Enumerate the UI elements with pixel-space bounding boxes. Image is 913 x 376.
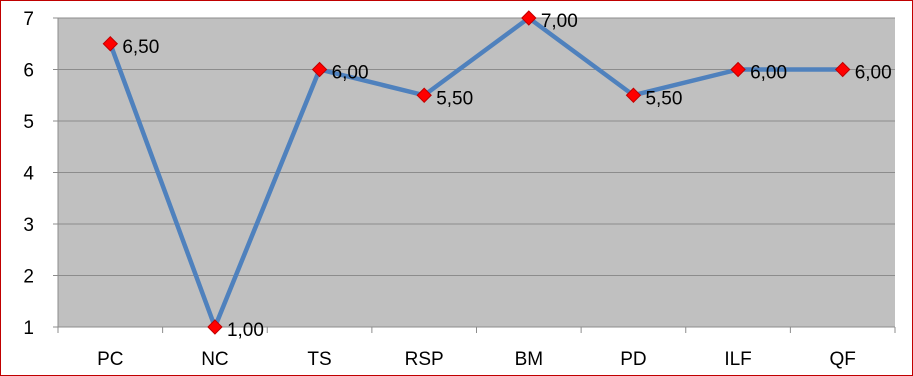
- data-point-marker: [102, 36, 119, 52]
- x-tick-label: PD: [620, 349, 646, 370]
- data-point-marker: [521, 10, 537, 26]
- data-point-marker: [416, 87, 432, 103]
- data-label: 5,50: [645, 88, 682, 109]
- y-tick-label: 6: [23, 61, 34, 82]
- x-tick-label: NC: [201, 349, 228, 370]
- y-tick-label: 5: [23, 112, 34, 133]
- data-label: 7,00: [541, 11, 578, 32]
- data-label: 6,00: [750, 63, 787, 84]
- x-tick-label: ILF: [724, 349, 751, 370]
- x-tick-label: BM: [515, 349, 544, 370]
- x-tick-label: QF: [829, 349, 855, 370]
- series-line: [108, 15, 845, 330]
- y-tick-label: 2: [23, 267, 34, 288]
- data-point-marker: [207, 319, 223, 335]
- data-point-marker: [730, 61, 746, 78]
- data-label: 5,50: [436, 88, 473, 109]
- y-tick-label: 3: [23, 215, 34, 236]
- data-point-marker: [311, 61, 328, 78]
- data-label: 6,00: [855, 63, 892, 84]
- data-point-marker: [625, 87, 642, 103]
- y-tick-label: 1: [23, 318, 34, 339]
- data-point-marker: [834, 61, 851, 78]
- data-label: 1,00: [227, 320, 264, 341]
- y-tick-label: 4: [23, 164, 34, 185]
- data-label: 6,00: [332, 63, 369, 84]
- x-tick-label: PC: [97, 349, 123, 370]
- y-tick-label: 7: [23, 9, 34, 30]
- x-tick-label: RSP: [405, 349, 444, 370]
- x-tick-label: TS: [307, 349, 331, 370]
- data-label: 6,50: [122, 37, 159, 58]
